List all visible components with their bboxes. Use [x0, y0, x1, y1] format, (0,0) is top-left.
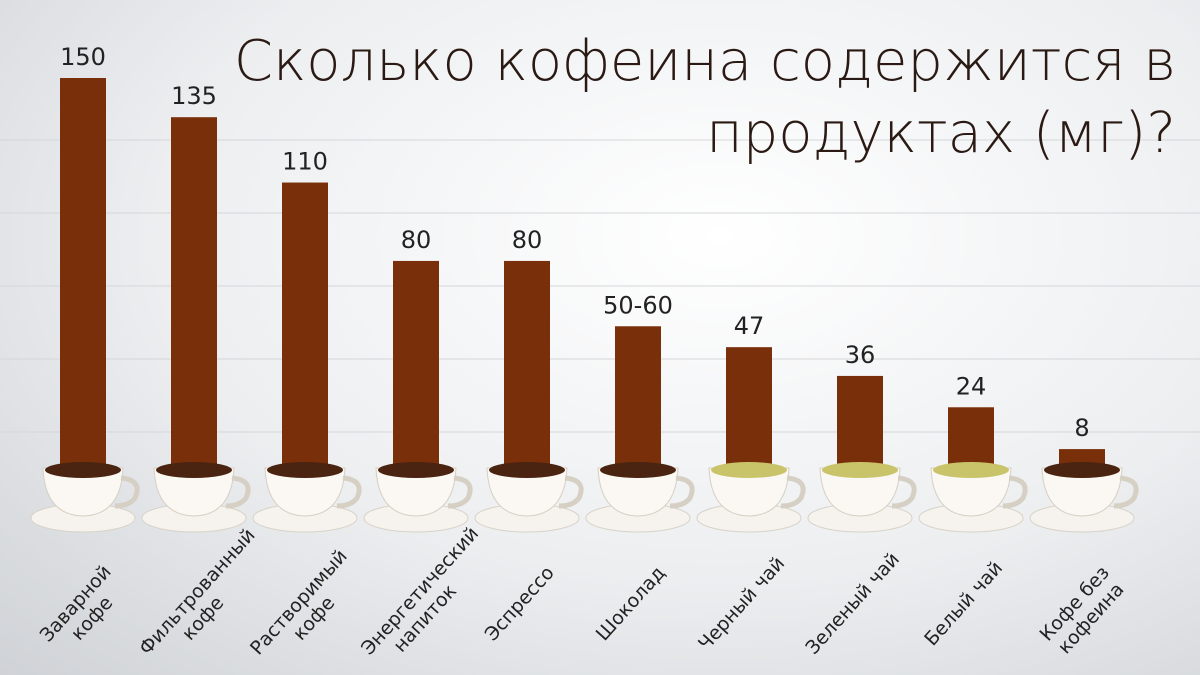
cup: [486, 467, 568, 517]
bar: [393, 260, 439, 490]
cup: [930, 467, 1012, 517]
handle: [336, 475, 362, 509]
drink: [933, 462, 1009, 478]
cup: [264, 467, 346, 517]
drink: [267, 462, 343, 478]
bar: [504, 260, 550, 490]
handle: [225, 475, 251, 509]
handle: [558, 475, 584, 509]
drink: [822, 462, 898, 478]
icons: [30, 462, 1139, 533]
handle: [1002, 475, 1028, 509]
cup: [375, 467, 457, 517]
drink: [156, 462, 232, 478]
cup: [708, 467, 790, 517]
chart-title: Сколько кофеина содержится в продуктах (…: [233, 29, 1176, 166]
value-label: 36: [845, 341, 876, 369]
bar: [171, 117, 217, 490]
value-label: 47: [734, 312, 765, 340]
value-label: 150: [60, 43, 106, 71]
drink: [600, 462, 676, 478]
handle: [891, 475, 917, 509]
drink: [1044, 462, 1120, 478]
value-label: 24: [956, 372, 987, 400]
drink: [45, 462, 121, 478]
cup: [597, 467, 679, 517]
handle: [780, 475, 806, 509]
cup: [42, 467, 124, 517]
value-label: 80: [512, 226, 543, 254]
cup: [153, 467, 235, 517]
drink: [489, 462, 565, 478]
drink: [378, 462, 454, 478]
handle: [1113, 475, 1139, 509]
value-label: 135: [171, 82, 217, 110]
cup: [1041, 467, 1123, 517]
bar: [282, 182, 328, 491]
value-label: 110: [282, 148, 328, 176]
handle: [669, 475, 695, 509]
handle: [447, 475, 473, 509]
drink: [711, 462, 787, 478]
handle: [114, 475, 140, 509]
value-label: 80: [401, 226, 432, 254]
value-label: 50-60: [603, 291, 673, 319]
bar: [60, 78, 106, 490]
cup: [819, 467, 901, 517]
value-label: 8: [1074, 414, 1089, 442]
